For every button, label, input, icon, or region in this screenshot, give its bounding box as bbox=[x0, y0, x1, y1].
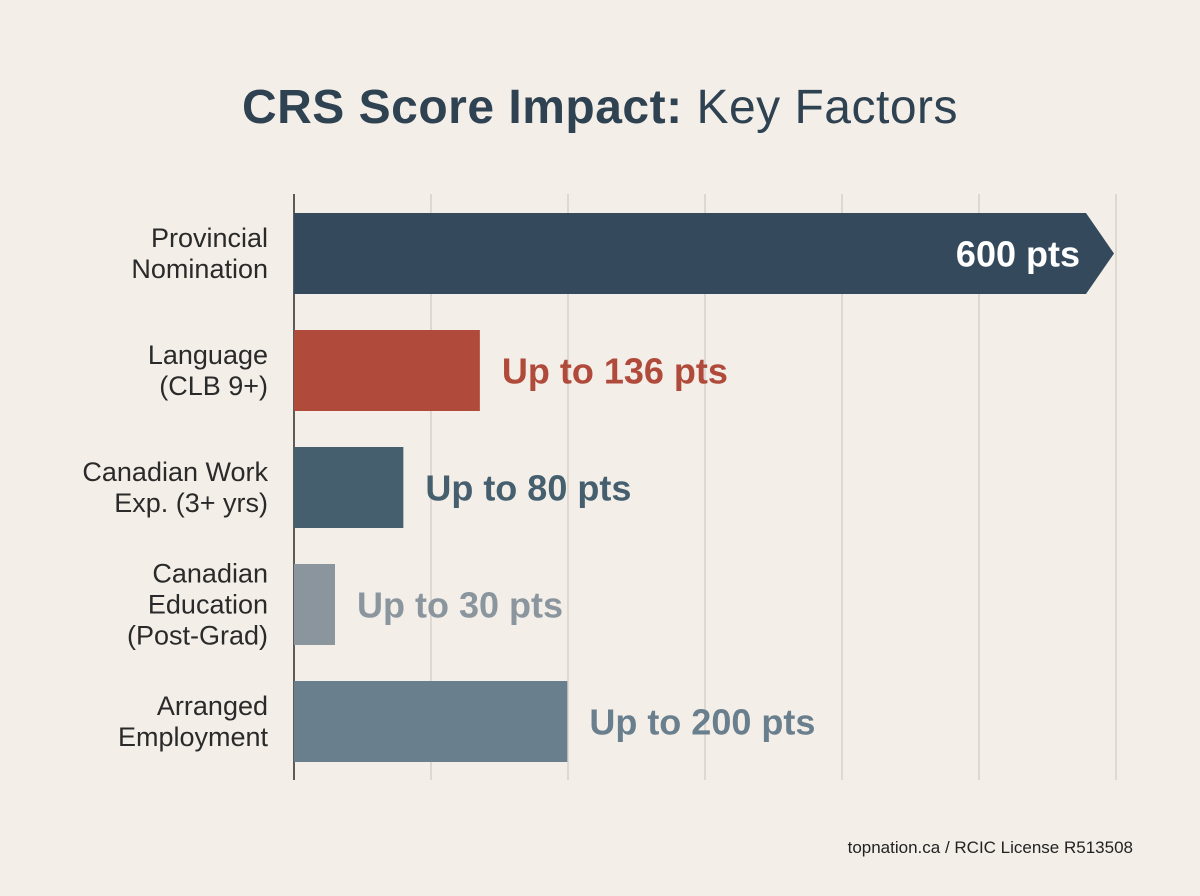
category-label-3: Canadian Education (Post-Grad) bbox=[127, 559, 268, 651]
bar-0 bbox=[294, 213, 1114, 294]
title-bold: CRS Score Impact: bbox=[241, 81, 683, 134]
bar-2 bbox=[294, 447, 404, 528]
title-light: Key Factors bbox=[696, 81, 959, 134]
chart-title: CRS Score Impact: Key Factors bbox=[0, 80, 1200, 135]
value-label-4: Up to 200 pts bbox=[589, 702, 815, 743]
category-label-2: Canadian Work Exp. (3+ yrs) bbox=[82, 457, 268, 518]
value-label-2: Up to 80 pts bbox=[425, 468, 631, 509]
category-label-1: Language (CLB 9+) bbox=[148, 340, 268, 401]
category-label-0: Provincial Nomination bbox=[131, 223, 268, 284]
value-label-1: Up to 136 pts bbox=[502, 351, 728, 392]
bar-4 bbox=[294, 681, 568, 762]
value-label-0: 600 pts bbox=[956, 234, 1080, 275]
value-label-3: Up to 30 pts bbox=[357, 585, 563, 626]
footer-credit: topnation.ca / RCIC License R513508 bbox=[847, 838, 1133, 857]
bar-3 bbox=[294, 564, 335, 645]
bar-1 bbox=[294, 330, 480, 411]
category-label-4: Arranged Employment bbox=[118, 691, 269, 752]
